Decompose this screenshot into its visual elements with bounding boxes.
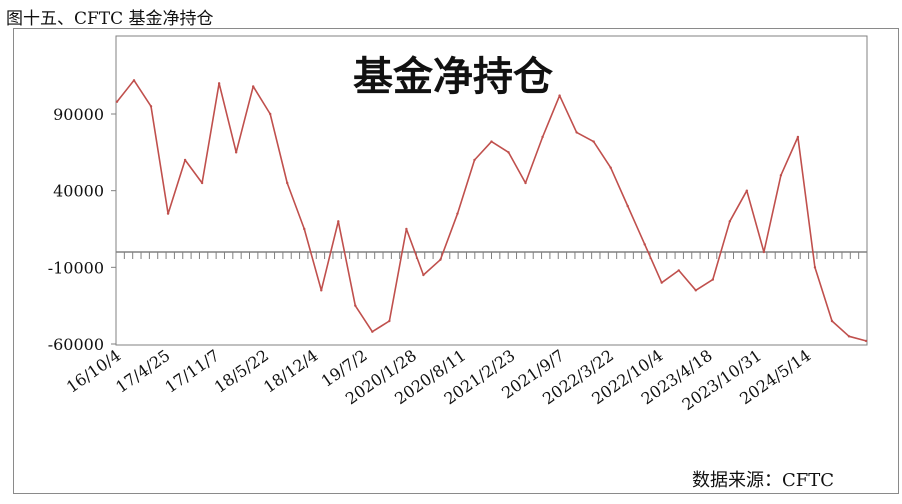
x-tick-label: 17/4/25 [112, 346, 173, 397]
data-point [762, 250, 766, 254]
data-point [166, 212, 170, 215]
data-point [643, 243, 646, 246]
data-point [115, 100, 119, 103]
data-point [371, 330, 374, 333]
data-point [490, 140, 493, 143]
data-point [303, 227, 306, 231]
data-point [524, 181, 527, 185]
data-point [677, 269, 680, 272]
data-point [269, 112, 272, 116]
data-point [132, 79, 136, 82]
chart-title: 基金净持仓 [353, 54, 554, 100]
data-point [439, 258, 442, 261]
data-point [354, 304, 357, 307]
data-point [388, 319, 391, 323]
y-tick-label: 40000 [53, 182, 104, 201]
data-point [541, 135, 544, 139]
data-point [711, 278, 714, 281]
data-point [234, 151, 238, 154]
data-point [830, 319, 834, 323]
data-point [456, 212, 459, 215]
data-point [405, 227, 408, 231]
y-tick-label: 90000 [53, 105, 104, 124]
figure-caption: 图十五、CFTC 基金净持仓 [6, 9, 214, 29]
x-tick-label: 17/11/7 [161, 346, 222, 397]
data-point [217, 82, 221, 85]
data-point [779, 174, 783, 177]
source-note: 数据来源：CFTC [691, 470, 834, 491]
data-point [473, 158, 476, 162]
data-point [864, 339, 868, 343]
y-tick-label: -60000 [48, 335, 104, 354]
data-point [609, 166, 612, 169]
data-point [251, 85, 255, 88]
data-point [422, 273, 425, 277]
data-point [660, 281, 663, 284]
data-point [728, 220, 732, 223]
data-point [796, 135, 800, 139]
data-point [337, 220, 340, 223]
data-point [149, 105, 153, 108]
data-point [286, 181, 289, 185]
series-line [116, 79, 867, 342]
data-point [745, 189, 749, 192]
x-tick-label: 18/5/22 [211, 346, 272, 397]
data-point [694, 289, 697, 292]
data-point [558, 94, 561, 97]
y-tick-label: -10000 [48, 258, 104, 277]
data-point [847, 335, 851, 338]
data-point [592, 140, 595, 143]
data-point [200, 181, 204, 185]
x-tick-label: 18/12/4 [260, 346, 321, 397]
data-point [626, 204, 629, 208]
data-point [575, 131, 578, 134]
data-point [320, 289, 323, 292]
chart-frame [13, 28, 899, 494]
data-point [183, 158, 187, 162]
data-point [813, 266, 817, 269]
data-point [507, 151, 510, 154]
